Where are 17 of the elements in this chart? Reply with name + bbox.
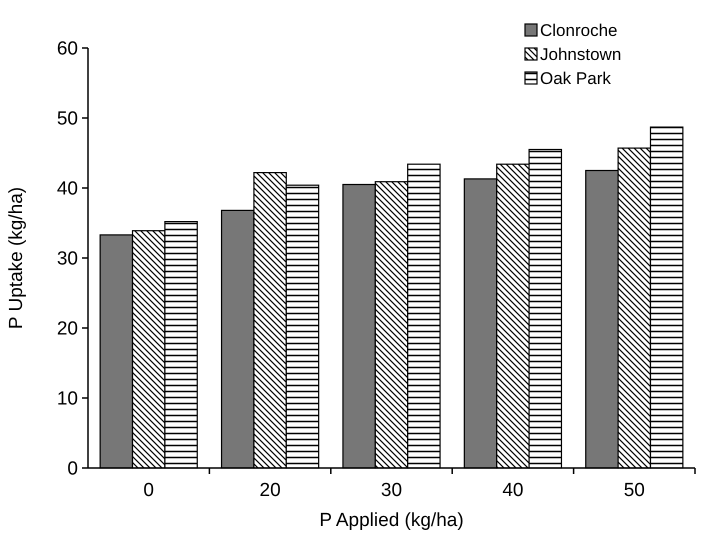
y-tick-label: 10	[56, 388, 78, 410]
y-tick-label: 60	[56, 38, 78, 60]
legend-label: Johnstown	[540, 44, 622, 64]
y-tick-label: 20	[56, 318, 78, 340]
y-axis-title: P Uptake (kg/ha)	[6, 186, 27, 330]
y-tick-label: 30	[56, 248, 78, 270]
x-axis-title: P Applied (kg/ha)	[319, 510, 464, 531]
legend-label: Oak Park	[540, 68, 612, 88]
x-tick-label: 30	[380, 480, 402, 501]
x-tick-label: 40	[502, 480, 524, 501]
y-tick-label: 40	[56, 178, 78, 200]
y-tick-label: 50	[56, 108, 78, 130]
legend-label: Clonroche	[540, 20, 618, 40]
y-tick-label: 0	[67, 458, 78, 480]
x-tick-label: 20	[260, 480, 281, 501]
x-tick-label: 0	[143, 480, 154, 501]
x-tick-label: 50	[624, 480, 645, 501]
